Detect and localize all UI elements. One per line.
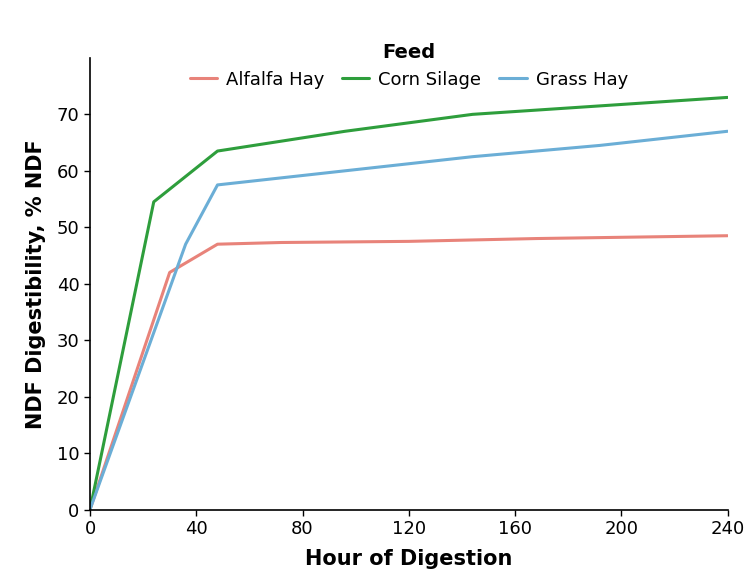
Y-axis label: NDF Digestibility, % NDF: NDF Digestibility, % NDF <box>26 139 46 428</box>
Alfalfa Hay <box>723 232 732 239</box>
Alfalfa Hay <box>213 241 222 248</box>
Corn Silage <box>468 111 477 118</box>
Corn Silage <box>86 506 94 513</box>
Line: Alfalfa Hay: Alfalfa Hay <box>90 236 728 510</box>
Alfalfa Hay <box>165 269 174 276</box>
Corn Silage <box>213 148 222 155</box>
Corn Silage <box>149 199 158 206</box>
Grass Hay <box>340 167 350 174</box>
Corn Silage <box>340 128 350 135</box>
Grass Hay <box>596 142 604 149</box>
Grass Hay <box>468 153 477 160</box>
Alfalfa Hay <box>404 238 413 245</box>
Grass Hay <box>182 241 190 248</box>
Corn Silage <box>596 102 604 109</box>
Grass Hay <box>213 181 222 188</box>
Corn Silage <box>723 94 732 101</box>
Alfalfa Hay <box>86 506 94 513</box>
Alfalfa Hay <box>532 235 541 242</box>
Line: Corn Silage: Corn Silage <box>90 97 728 510</box>
Alfalfa Hay <box>277 239 286 246</box>
X-axis label: Hour of Digestion: Hour of Digestion <box>305 549 512 569</box>
Legend: Alfalfa Hay, Corn Silage, Grass Hay: Alfalfa Hay, Corn Silage, Grass Hay <box>182 35 635 96</box>
Grass Hay <box>86 506 94 513</box>
Line: Grass Hay: Grass Hay <box>90 131 728 510</box>
Grass Hay <box>723 128 732 135</box>
